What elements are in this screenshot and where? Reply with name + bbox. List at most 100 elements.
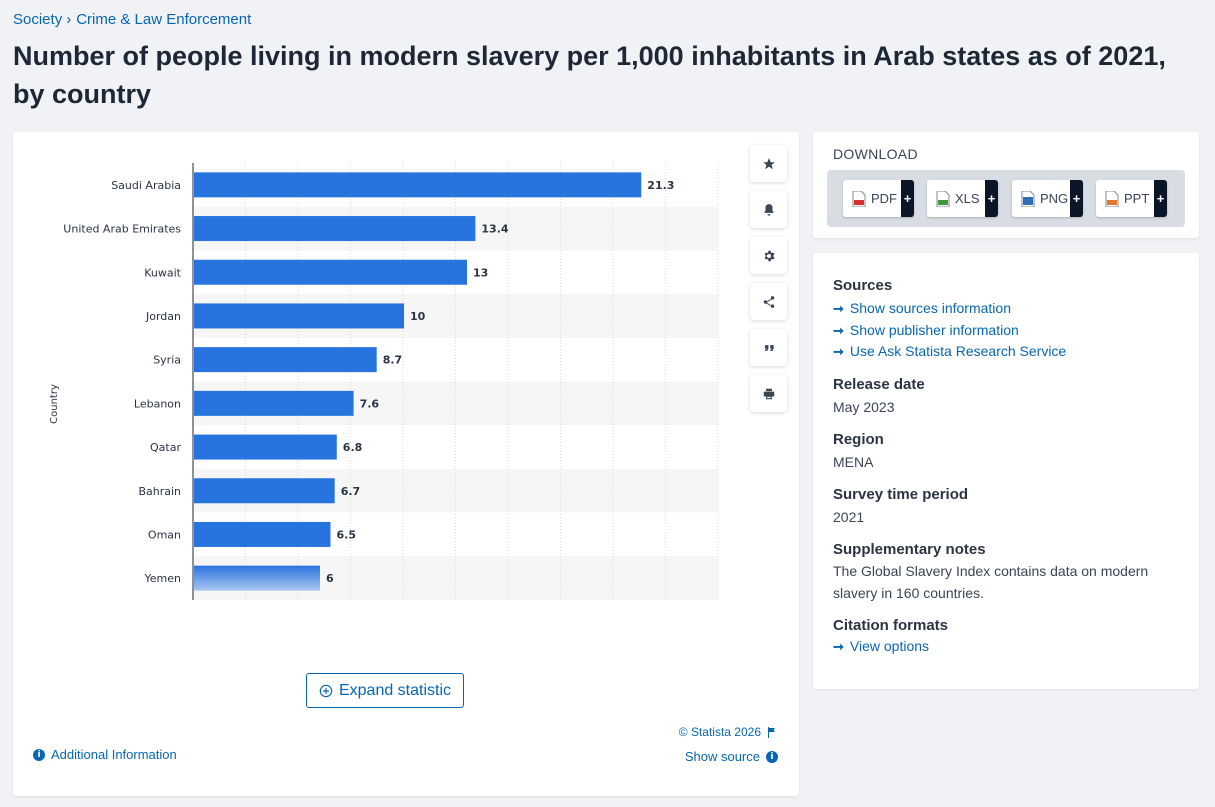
breadcrumb-society[interactable]: Society [13,11,63,28]
expand-statistic-label: Expand statistic [338,681,452,699]
download-ppt-button[interactable]: PPT + [1096,180,1167,217]
download-xls-label: XLS [955,191,980,206]
bar-syria [194,347,377,373]
breadcrumb: Society › Crime & Law Enforcement [13,11,251,28]
category-label: Saudi Arabia [111,179,181,192]
favorite-button[interactable] [750,145,787,182]
arrow-right-icon: ➞ [833,344,844,359]
settings-button[interactable] [750,237,787,274]
ask-statista-label: Use Ask Statista Research Service [849,343,1067,359]
download-png-label: PNG [1040,191,1069,206]
show-source-label: Show source [684,749,760,764]
show-publisher-link[interactable]: ➞ Show publisher information [833,320,1183,342]
data-label: 6.7 [341,485,361,498]
data-label: 13 [473,266,488,279]
category-label: Syria [153,354,181,367]
additional-information-label: Additional Information [51,747,177,762]
download-card: DOWNLOAD PDF + XLS + PNG + PPT + [813,132,1199,238]
data-label: 13.4 [481,223,508,236]
download-pdf-plus: + [901,180,914,217]
bell-icon [763,203,774,216]
y-axis-title: Country [49,384,60,424]
data-label: 10 [410,310,426,323]
show-source-link[interactable]: Show source i [685,749,778,764]
info-icon: i [33,748,45,761]
show-sources-link[interactable]: ➞ Show sources information [833,298,1183,320]
print-button[interactable] [750,375,787,412]
arrow-right-icon: ➞ [833,638,844,654]
category-label: United Arab Emirates [63,223,181,236]
survey-period-value: 2021 [833,508,865,525]
bar-lebanon [194,390,354,416]
category-label: Jordan [145,310,181,323]
region-value: MENA [833,453,874,470]
data-label: 8.7 [383,354,403,367]
download-png-plus: + [1070,180,1083,217]
download-pdf-label: PDF [871,191,897,206]
download-pdf-button[interactable]: PDF + [843,180,914,217]
bar-chart: Saudi Arabia 21.3 United Arab Emirates 13.4… [49,163,719,600]
additional-information-link[interactable]: i Additional Information [33,747,177,762]
arrow-right-icon: ➞ [833,322,844,338]
download-png-button[interactable]: PNG + [1012,180,1083,217]
show-sources-label: Show sources information [849,300,1011,316]
supplementary-notes-value: The Global Slavery Index contains data o… [833,562,1149,601]
category-label: Kuwait [144,266,181,279]
bar-saudi-arabia [194,172,642,198]
plus-circle-icon [319,684,333,697]
data-label: 21.3 [647,179,674,192]
view-options-label: View options [849,637,930,654]
release-date-value: May 2023 [833,398,895,415]
data-label: 6.8 [343,441,363,454]
breadcrumb-separator: › [66,11,72,28]
statistic-info-card: Sources ➞ Show sources information ➞ Show … [813,253,1199,689]
print-icon [763,388,774,399]
data-label: 7.6 [360,397,380,410]
png-file-icon [1021,191,1035,207]
notification-button[interactable] [750,191,787,228]
bar-oman [194,521,331,547]
download-title: DOWNLOAD [833,146,918,162]
pdf-file-icon [852,191,866,207]
show-publisher-label: Show publisher information [849,321,1019,338]
arrow-right-icon: ➞ [833,301,844,316]
supplementary-notes-heading: Supplementary notes [833,540,986,558]
download-ppt-label: PPT [1124,191,1150,206]
info-icon: i [766,750,778,763]
download-bar: PDF + XLS + PNG + PPT + [827,170,1185,227]
copyright[interactable]: © Statista 2026 [679,725,776,739]
data-label: 6.5 [337,528,357,541]
bar-yemen [194,565,320,591]
bar-jordan [194,303,404,329]
star-icon [762,157,775,169]
page-title: Number of people living in modern slaver… [13,41,1166,109]
bar-kuwait [194,259,467,285]
expand-statistic-button[interactable]: Expand statistic [306,673,464,708]
data-label: 6 [326,572,334,585]
xls-file-icon [936,191,950,207]
category-label: Lebanon [134,397,181,410]
flag-icon [768,726,775,738]
release-date-heading: Release date [833,375,925,393]
download-xls-plus: + [985,180,998,217]
copyright-text: © Statista 2026 [678,725,761,739]
view-options-link[interactable]: ➞ View options [833,636,1183,658]
quote-icon [763,344,774,351]
chart-card: Saudi Arabia 21.3 United Arab Emirates 13.4… [13,132,799,796]
cite-button[interactable] [750,329,787,366]
category-label: Oman [148,528,181,541]
region-heading: Region [833,430,884,448]
citation-formats-heading: Citation formats [833,616,949,634]
share-button[interactable] [750,283,787,320]
ask-statista-link[interactable]: ➞ Use Ask Statista Research Service [833,341,1183,363]
bar-qatar [194,434,337,460]
category-label: Qatar [150,441,181,454]
ppt-file-icon [1105,191,1119,207]
breadcrumb-crime[interactable]: Crime & Law Enforcement [76,11,252,28]
category-label: Bahrain [138,485,181,498]
bar-united-arab-emirates [194,216,476,242]
survey-period-heading: Survey time period [833,485,969,503]
share-icon [763,295,774,308]
download-ppt-plus: + [1154,180,1167,217]
download-xls-button[interactable]: XLS + [927,180,998,217]
